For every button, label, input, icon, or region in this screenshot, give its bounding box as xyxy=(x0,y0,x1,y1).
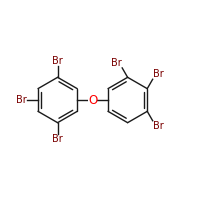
Text: Br: Br xyxy=(52,56,63,66)
Text: Br: Br xyxy=(153,69,163,79)
Text: Br: Br xyxy=(52,134,63,144)
Text: Br: Br xyxy=(153,121,163,131)
Text: Br: Br xyxy=(111,58,122,68)
Text: Br: Br xyxy=(16,95,27,105)
Text: O: O xyxy=(88,94,97,106)
